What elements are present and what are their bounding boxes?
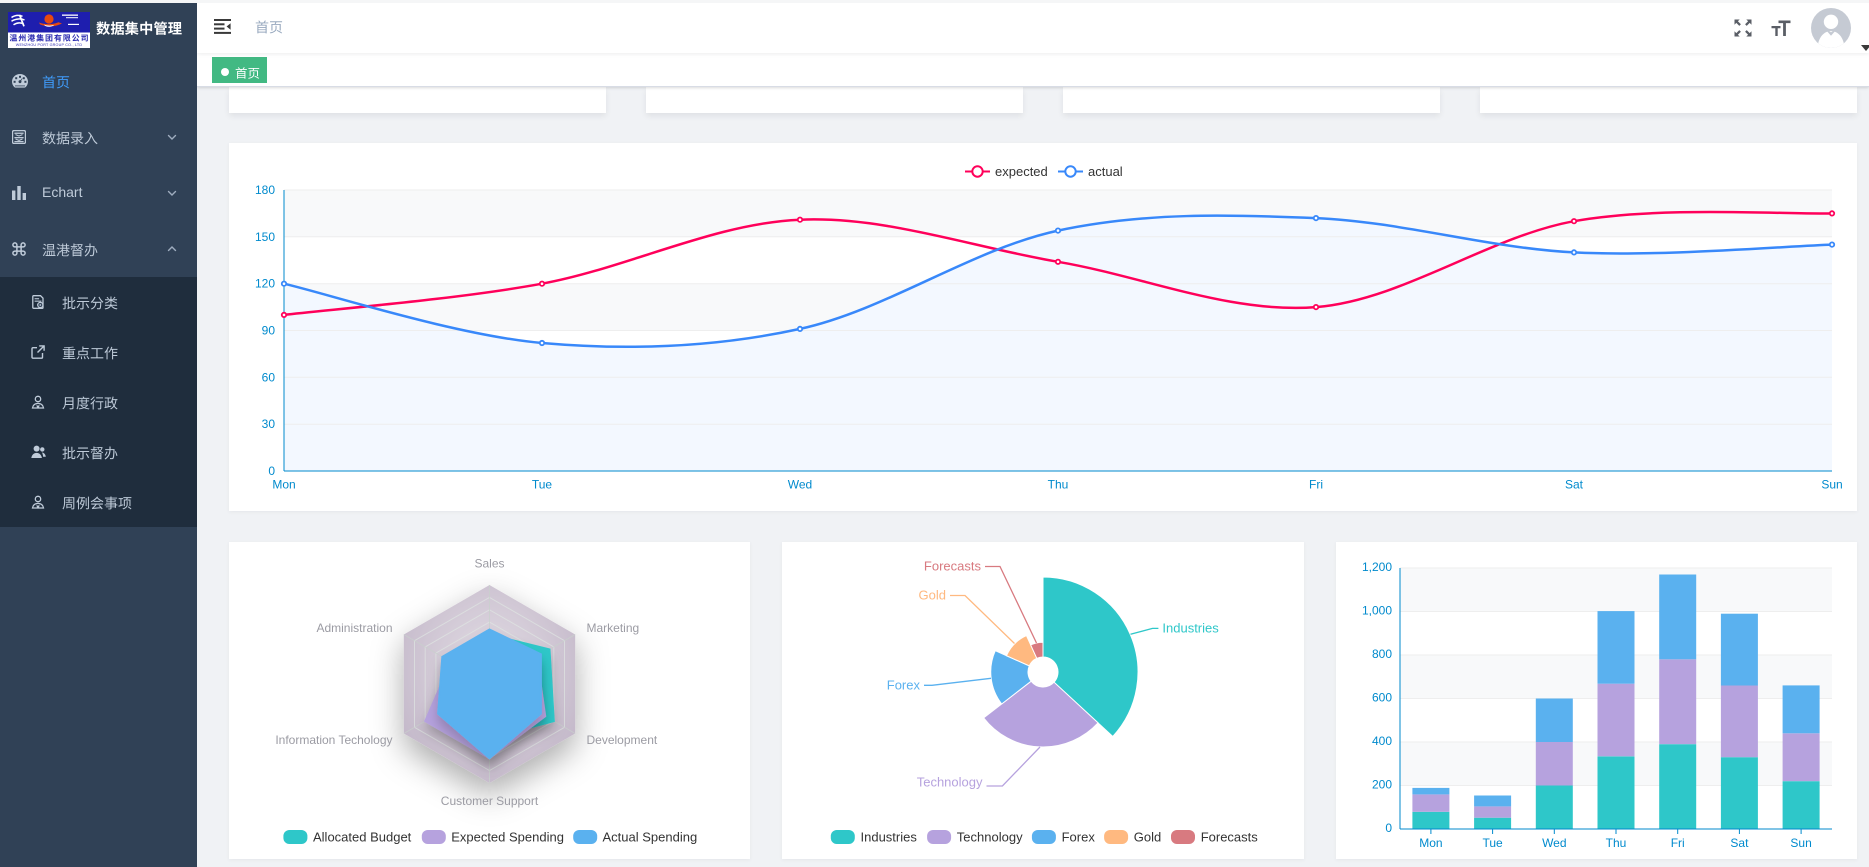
svg-text:Sat: Sat <box>1730 836 1749 850</box>
svg-text:Forecasts: Forecasts <box>924 559 982 574</box>
svg-text:180: 180 <box>255 183 275 197</box>
svg-text:0: 0 <box>268 464 275 478</box>
svg-text:Forex: Forex <box>1062 830 1096 845</box>
svg-text:600: 600 <box>1372 691 1392 705</box>
svg-text:Technology: Technology <box>917 775 983 790</box>
svg-text:800: 800 <box>1372 647 1392 661</box>
svg-text:Sales: Sales <box>474 557 504 571</box>
svg-text:Forex: Forex <box>887 677 921 692</box>
svg-text:400: 400 <box>1372 734 1392 748</box>
svg-text:Mon: Mon <box>272 478 295 492</box>
svg-text:Allocated Budget: Allocated Budget <box>313 830 412 845</box>
svg-text:60: 60 <box>262 370 276 384</box>
svg-text:0: 0 <box>1385 821 1392 835</box>
svg-text:Wed: Wed <box>788 478 812 492</box>
svg-text:Industries: Industries <box>861 830 918 845</box>
svg-text:Sat: Sat <box>1565 478 1584 492</box>
svg-text:90: 90 <box>262 324 276 338</box>
svg-text:120: 120 <box>255 277 275 291</box>
svg-text:Sun: Sun <box>1821 478 1842 492</box>
svg-text:Development: Development <box>587 733 658 747</box>
svg-text:Industries: Industries <box>1162 620 1219 635</box>
svg-text:Mon: Mon <box>1419 836 1442 850</box>
svg-text:expected: expected <box>995 164 1048 179</box>
svg-text:Expected Spending: Expected Spending <box>451 830 564 845</box>
svg-text:actual: actual <box>1088 164 1123 179</box>
svg-text:1,000: 1,000 <box>1362 604 1392 618</box>
svg-text:Sun: Sun <box>1790 836 1811 850</box>
svg-text:30: 30 <box>262 417 276 431</box>
svg-text:Fri: Fri <box>1671 836 1685 850</box>
svg-text:Actual Spending: Actual Spending <box>603 830 698 845</box>
svg-text:Technology: Technology <box>957 830 1023 845</box>
svg-text:Forecasts: Forecasts <box>1201 830 1259 845</box>
svg-text:Information Techology: Information Techology <box>275 733 392 747</box>
svg-text:150: 150 <box>255 230 275 244</box>
svg-text:WENZHOU PORT GROUP CO., LTD: WENZHOU PORT GROUP CO., LTD <box>16 43 83 47</box>
svg-text:Customer Support: Customer Support <box>441 794 539 808</box>
svg-text:Tue: Tue <box>532 478 553 492</box>
svg-text:Fri: Fri <box>1309 478 1323 492</box>
svg-text:1,200: 1,200 <box>1362 560 1392 574</box>
svg-text:200: 200 <box>1372 778 1392 792</box>
svg-text:Administration: Administration <box>316 621 392 635</box>
svg-text:Gold: Gold <box>1134 830 1161 845</box>
svg-text:Thu: Thu <box>1606 836 1627 850</box>
svg-text:Thu: Thu <box>1048 478 1069 492</box>
svg-text:Marketing: Marketing <box>587 621 640 635</box>
svg-text:Tue: Tue <box>1482 836 1503 850</box>
svg-text:Gold: Gold <box>919 588 946 603</box>
svg-text:Wed: Wed <box>1542 836 1566 850</box>
